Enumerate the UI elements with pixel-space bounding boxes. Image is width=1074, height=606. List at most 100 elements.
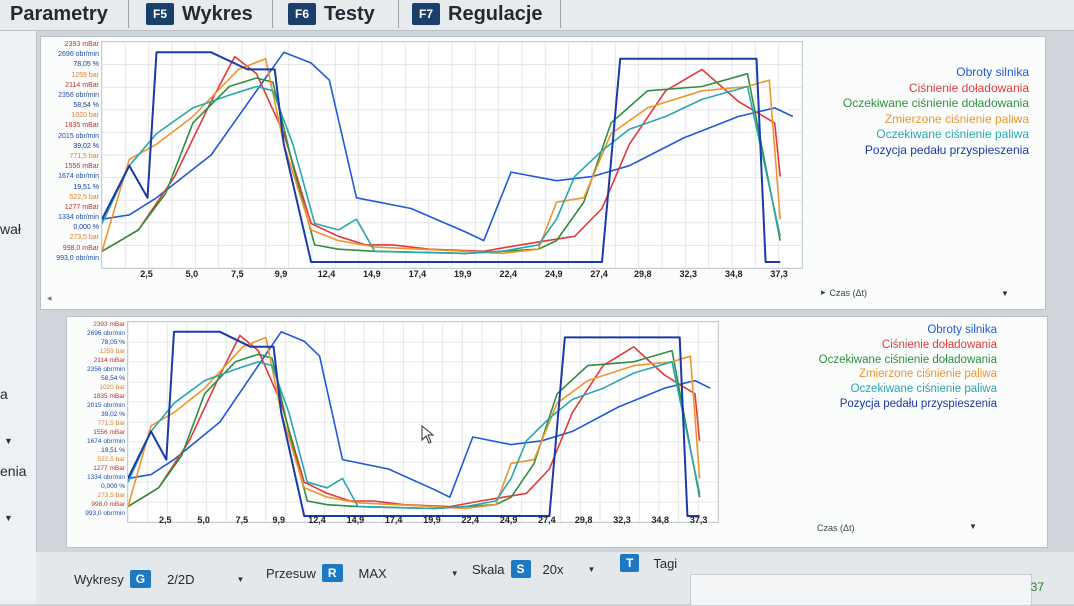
x-tick-label: 14,9: [346, 515, 365, 525]
y-axis-label: 1259 bar: [71, 71, 99, 79]
legend-entry[interactable]: Obroty silnika: [927, 324, 997, 336]
y-axis-label: 1674 obr/min: [87, 438, 125, 445]
legend-entry[interactable]: Zmierzone ciśnienie paliwa: [858, 368, 997, 381]
series-line-3: [102, 72, 781, 255]
tab-testy[interactable]: F6 Testy: [288, 0, 375, 28]
y-axis-label: 998,0 mBar: [91, 501, 125, 508]
tab-wykres[interactable]: F5 Wykres: [146, 0, 253, 28]
status-counter: 37: [1030, 580, 1044, 594]
y-axis-label: 1835 mBar: [93, 393, 125, 400]
y-axis-label: 2393 mBar: [93, 321, 125, 328]
x-tick-label: 29,8: [634, 269, 652, 279]
tags-label: Tagi: [653, 555, 678, 571]
legend-entry[interactable]: Oczekiwane ciśnienie paliwa: [876, 127, 1029, 141]
legend-entry[interactable]: Obroty silnika: [956, 65, 1029, 79]
series-line-4: [102, 57, 781, 255]
grid-lines: [102, 42, 802, 268]
plot-area[interactable]: [127, 321, 719, 523]
chart-legend: Obroty silnika Ciśnienie doładowania Oczek…: [819, 323, 997, 412]
y-axis-label: 1835 mBar: [64, 122, 99, 130]
y-axis-label: 2114 mBar: [93, 357, 125, 364]
y-axis-label: 1020 bar: [71, 112, 99, 120]
chevron-right-icon: ▸: [821, 287, 826, 297]
shift-key: R: [321, 564, 343, 582]
y-axis-label: 2393 mBar: [64, 41, 99, 48]
scroll-left-icon[interactable]: ◂: [47, 293, 52, 303]
tab-function-key: F5: [146, 3, 175, 25]
tags-key: T: [620, 554, 640, 572]
tab-regulacje[interactable]: F7 Regulacje: [412, 0, 543, 28]
x-tick-label: 9,9: [272, 515, 285, 525]
x-tick-label: 9,9: [274, 269, 288, 279]
x-tick-label: 12,4: [317, 269, 336, 279]
series-line-1: [102, 51, 794, 242]
x-tick-label: 27,4: [590, 269, 608, 279]
series-line-1: [128, 331, 711, 498]
dropdown-caret-icon[interactable]: ▼: [450, 568, 459, 578]
chart-panel-bottom: 2393 mBar 2696 obr/min 78,05 % 1259 bar 2114…: [66, 316, 1048, 548]
x-axis-label: Czas (Δt): [829, 287, 868, 298]
x-tick-label: 2,5: [159, 515, 172, 525]
chevron-down-icon[interactable]: ▼: [4, 436, 13, 446]
tab-divider: [560, 0, 561, 28]
shift-control[interactable]: Przesuw R MAX ▼: [266, 564, 459, 582]
series-line-6: [128, 330, 700, 517]
x-tick-label: 19,9: [423, 515, 441, 525]
charts-label: Wykresy: [74, 571, 124, 587]
chevron-down-icon[interactable]: ▼: [4, 513, 13, 523]
y-axis-label: 19,51 %: [73, 183, 99, 191]
tab-label: Testy: [324, 2, 375, 25]
x-tick-label: 32,3: [613, 515, 631, 525]
y-axis-label: 2356 obr/min: [58, 91, 99, 99]
x-tick-label: 2,5: [140, 269, 153, 279]
scale-label: Skala: [472, 561, 505, 577]
line-chart: [128, 322, 718, 522]
sidebar-item-label[interactable]: a: [0, 386, 8, 402]
x-tick-label: 12,4: [308, 515, 326, 525]
x-tick-label: 34,8: [651, 515, 670, 525]
y-axis-label: 522,5 bar: [97, 456, 125, 463]
x-axis-selector[interactable]: Czas (Δt): [817, 523, 855, 533]
legend-entry[interactable]: Ciśnienie doładowania: [881, 338, 997, 351]
mouse-cursor-icon: [421, 425, 435, 444]
tags-control[interactable]: T Tagi: [620, 554, 677, 572]
x-tick-label: 17,4: [384, 515, 403, 525]
legend-entry[interactable]: Oczekiwane ciśnienie doładowania: [818, 353, 997, 366]
legend-entry[interactable]: Ciśnienie doładowania: [908, 80, 1029, 95]
tab-label: Wykres: [182, 2, 253, 25]
series-line-3: [128, 349, 701, 510]
y-axis-label: 1334 obr/min: [87, 474, 125, 481]
y-axis-label: 2015 obr/min: [58, 132, 99, 140]
y-axis-label: 273,5 bar: [97, 492, 125, 499]
legend-entry[interactable]: Oczekiwane ciśnienie paliwa: [850, 383, 997, 396]
charts-count-control[interactable]: Wykresy G 2/2D ▼: [74, 570, 244, 588]
bottom-toolbar: Wykresy G 2/2D ▼ Przesuw R MAX ▼ Skala S…: [36, 552, 1074, 604]
dropdown-caret-icon[interactable]: ▼: [1001, 289, 1009, 298]
dropdown-caret-icon[interactable]: ▼: [587, 564, 596, 574]
y-axis-label: 39,02 %: [101, 411, 125, 418]
y-axis-label: 993,0 obr/min: [56, 254, 99, 262]
dropdown-caret-icon[interactable]: ▼: [236, 574, 245, 584]
dropdown-caret-icon[interactable]: ▼: [969, 522, 977, 531]
tab-parametry[interactable]: Parametry: [10, 0, 108, 28]
function-tab-bar: Parametry F5 Wykres F6 Testy F7 Regulacj…: [0, 0, 1074, 31]
tab-label: Parametry: [10, 2, 108, 25]
y-axis-label: 522,5 bar: [69, 193, 99, 201]
y-axis-label: 1556 mBar: [93, 429, 125, 436]
x-axis-selector[interactable]: ▸ Czas (Δt): [821, 287, 867, 298]
y-axis-label: 1674 obr/min: [58, 173, 99, 181]
sidebar-item-label[interactable]: wał: [0, 221, 22, 237]
sidebar-item-label[interactable]: enia: [0, 463, 27, 479]
chart-legend: Obroty silnika Ciśnienie doładowania Oczek…: [843, 65, 1029, 158]
legend-entry[interactable]: Pozycja pedału przyspieszenia: [839, 397, 997, 410]
x-tick-label: 22,4: [461, 515, 480, 525]
status-box: [690, 574, 1032, 606]
tab-divider: [128, 0, 129, 28]
x-tick-label: 24,9: [499, 515, 518, 525]
tab-function-key: F6: [288, 3, 317, 25]
scale-control[interactable]: Skala S 20x ▼: [472, 560, 595, 578]
plot-area[interactable]: [101, 41, 803, 269]
legend-entry[interactable]: Pozycja pedału przyspieszenia: [864, 142, 1029, 157]
legend-entry[interactable]: Zmierzone ciśnienie paliwa: [884, 111, 1029, 126]
legend-entry[interactable]: Oczekiwane ciśnienie doładowania: [842, 96, 1029, 110]
